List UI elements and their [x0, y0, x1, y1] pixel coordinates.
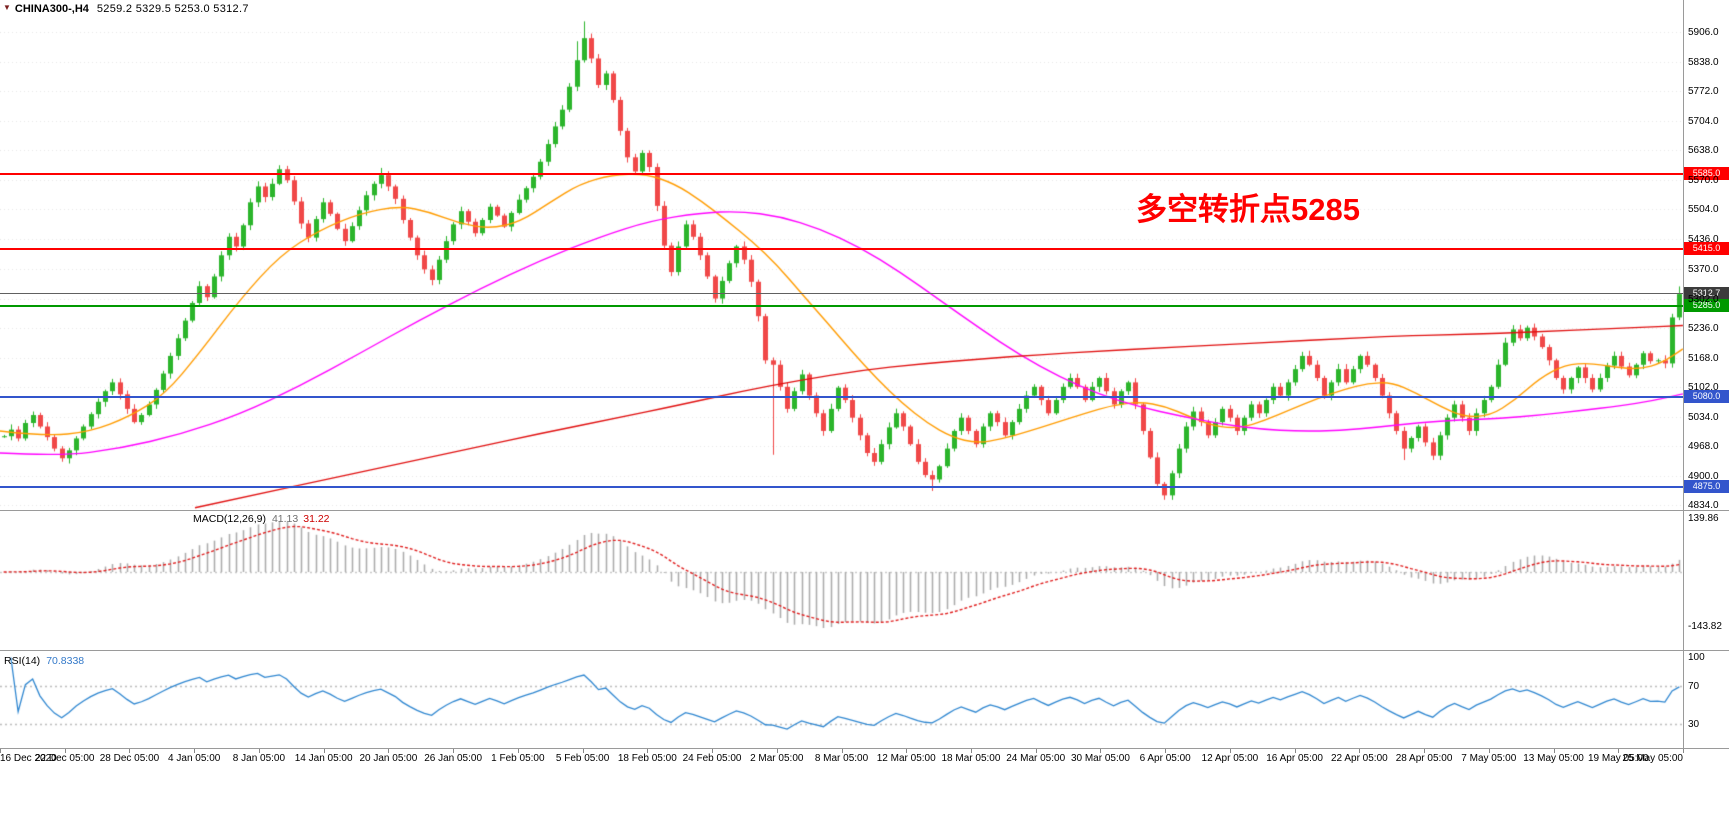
time-axis-tick	[517, 749, 519, 753]
price-axis-label: 5772.0	[1688, 86, 1719, 98]
rsi-scale-70: 70	[1688, 681, 1700, 692]
price-axis-label: 4834.0	[1688, 500, 1719, 512]
time-axis-tick	[1424, 749, 1426, 753]
time-axis-label: 14 Jan 05:00	[294, 753, 353, 764]
macd-name: MACD(12,26,9)	[193, 513, 266, 525]
rsi-scale-100: 100	[1688, 652, 1705, 663]
price-axis-label: 5638.0	[1688, 145, 1719, 157]
time-axis-label: 28 Dec 05:00	[99, 753, 160, 764]
price-axis-label: 4968.0	[1688, 440, 1719, 452]
time-axis-tick	[1229, 749, 1231, 753]
price-axis-label: 5302.0	[1688, 293, 1719, 305]
rsi-indicator-label: RSI(14) 70.8338	[4, 655, 84, 667]
quick-trade-arrow-icon[interactable]: ▼	[3, 3, 11, 12]
time-axis[interactable]: 16 Dec 2020 22 Dec 05:00 28 Dec 05:00 4 Jan…	[0, 748, 1729, 774]
time-axis-tick	[323, 749, 325, 753]
time-axis-label: 8 Jan 05:00	[232, 753, 286, 764]
time-axis-tick	[64, 749, 66, 753]
time-axis-label: 24 Mar 05:00	[1006, 753, 1066, 764]
time-axis-tick	[906, 749, 908, 753]
time-axis-label: 5 Feb 05:00	[555, 753, 610, 764]
time-axis-label: 7 May 05:00	[1461, 753, 1517, 764]
time-axis-label: 16 Dec 2020	[0, 753, 57, 764]
price-axis-label: 5570.0	[1688, 175, 1719, 187]
price-axis-label: 5436.0	[1688, 234, 1719, 246]
time-axis-tick	[1488, 749, 1490, 753]
time-axis-tick	[453, 749, 455, 753]
time-axis-label: 20 Jan 05:00	[359, 753, 418, 764]
time-axis-label: 18 Feb 05:00	[617, 753, 677, 764]
time-axis-label: 19 May 05:00	[1587, 753, 1649, 764]
time-axis-tick	[1100, 749, 1102, 753]
time-axis-tick	[1165, 749, 1167, 753]
price-axis-label: 5236.0	[1688, 322, 1719, 334]
time-axis-label: 12 Mar 05:00	[876, 753, 936, 764]
time-axis-tick	[258, 749, 260, 753]
time-axis-label: 26 Jan 05:00	[424, 753, 483, 764]
time-axis-tick	[1359, 749, 1361, 753]
macd-rsi-divider[interactable]	[0, 650, 1729, 651]
time-axis-tick	[194, 749, 196, 753]
ohlc-values: 5259.2 5329.5 5253.0 5312.7	[96, 3, 249, 15]
time-axis-label: 22 Apr 05:00	[1330, 753, 1388, 764]
time-axis-tick	[1035, 749, 1037, 753]
time-axis-tick	[647, 749, 649, 753]
time-axis-label: 13 May 05:00	[1523, 753, 1584, 764]
rsi-timeaxis-divider	[0, 748, 1729, 749]
price-axis-label: 4900.0	[1688, 470, 1719, 482]
price-axis-label: 5704.0	[1688, 116, 1719, 128]
rsi-scale-30: 30	[1688, 719, 1700, 730]
time-axis-label: 2 Mar 05:00	[750, 753, 804, 764]
time-axis-label: 30 Mar 05:00	[1070, 753, 1130, 764]
time-axis-tick	[776, 749, 778, 753]
price-axis-label: 5034.0	[1688, 411, 1719, 423]
time-axis-label: 1 Feb 05:00	[491, 753, 545, 764]
time-axis-label: 25 May 05:00	[1622, 753, 1683, 764]
macd-value-main: 41.13	[271, 513, 299, 525]
chart-header: ▼ CHINA300-,H4 5259.2 5329.5 5253.0 5312.7	[3, 3, 249, 15]
time-axis-tick	[388, 749, 390, 753]
time-axis-tick	[1553, 749, 1555, 753]
time-axis-label: 12 Apr 05:00	[1201, 753, 1259, 764]
time-axis-tick	[1618, 749, 1620, 753]
price-axis-label: 5370.0	[1688, 263, 1719, 275]
time-axis-tick	[841, 749, 843, 753]
time-axis-tick	[970, 749, 972, 753]
price-axis[interactable]: 5906.0 5838.0 5772.0 5704.0 5638.0 5570.0 5504…	[1683, 0, 1729, 748]
time-axis-label: 28 Apr 05:00	[1395, 753, 1453, 764]
rsi-name: RSI(14)	[4, 655, 41, 667]
price-axis-label: 5838.0	[1688, 57, 1719, 68]
macd-scale-top: 139.86	[1688, 513, 1719, 524]
time-axis-label: 4 Jan 05:00	[168, 753, 221, 764]
rsi-value: 70.8338	[46, 655, 85, 667]
annotation-text[interactable]: 多空转折点5285	[1136, 192, 1360, 227]
time-axis-label: 8 Mar 05:00	[814, 753, 869, 764]
time-axis-label: 22 Dec 05:00	[34, 753, 95, 764]
symbol-timeframe-label: CHINA300-,H4	[14, 3, 89, 15]
time-axis-tick	[0, 749, 1, 753]
macd-value-signal: 31.22	[303, 513, 330, 525]
time-axis-tick	[1294, 749, 1296, 753]
price-axis-label: 5906.0	[1688, 26, 1719, 38]
price-axis-label: 5504.0	[1688, 204, 1719, 216]
time-axis-tick	[129, 749, 131, 753]
time-axis-tick	[712, 749, 714, 753]
price-axis-label: 5168.0	[1688, 352, 1719, 364]
time-axis-tick	[1683, 749, 1684, 753]
time-axis-label: 24 Feb 05:00	[682, 753, 742, 764]
price-axis-border	[1683, 0, 1684, 748]
time-axis-label: 6 Apr 05:00	[1139, 753, 1191, 764]
time-axis-label: 18 Mar 05:00	[941, 753, 1001, 764]
time-axis-label: 16 Apr 05:00	[1266, 753, 1323, 764]
price-axis-label: 5102.0	[1688, 381, 1719, 393]
macd-scale-bottom: -143.82	[1688, 621, 1722, 632]
time-axis-tick	[582, 749, 584, 753]
macd-indicator-label: MACD(12,26,9) 41.13 31.22	[193, 513, 330, 525]
main-macd-divider[interactable]	[0, 510, 1729, 511]
